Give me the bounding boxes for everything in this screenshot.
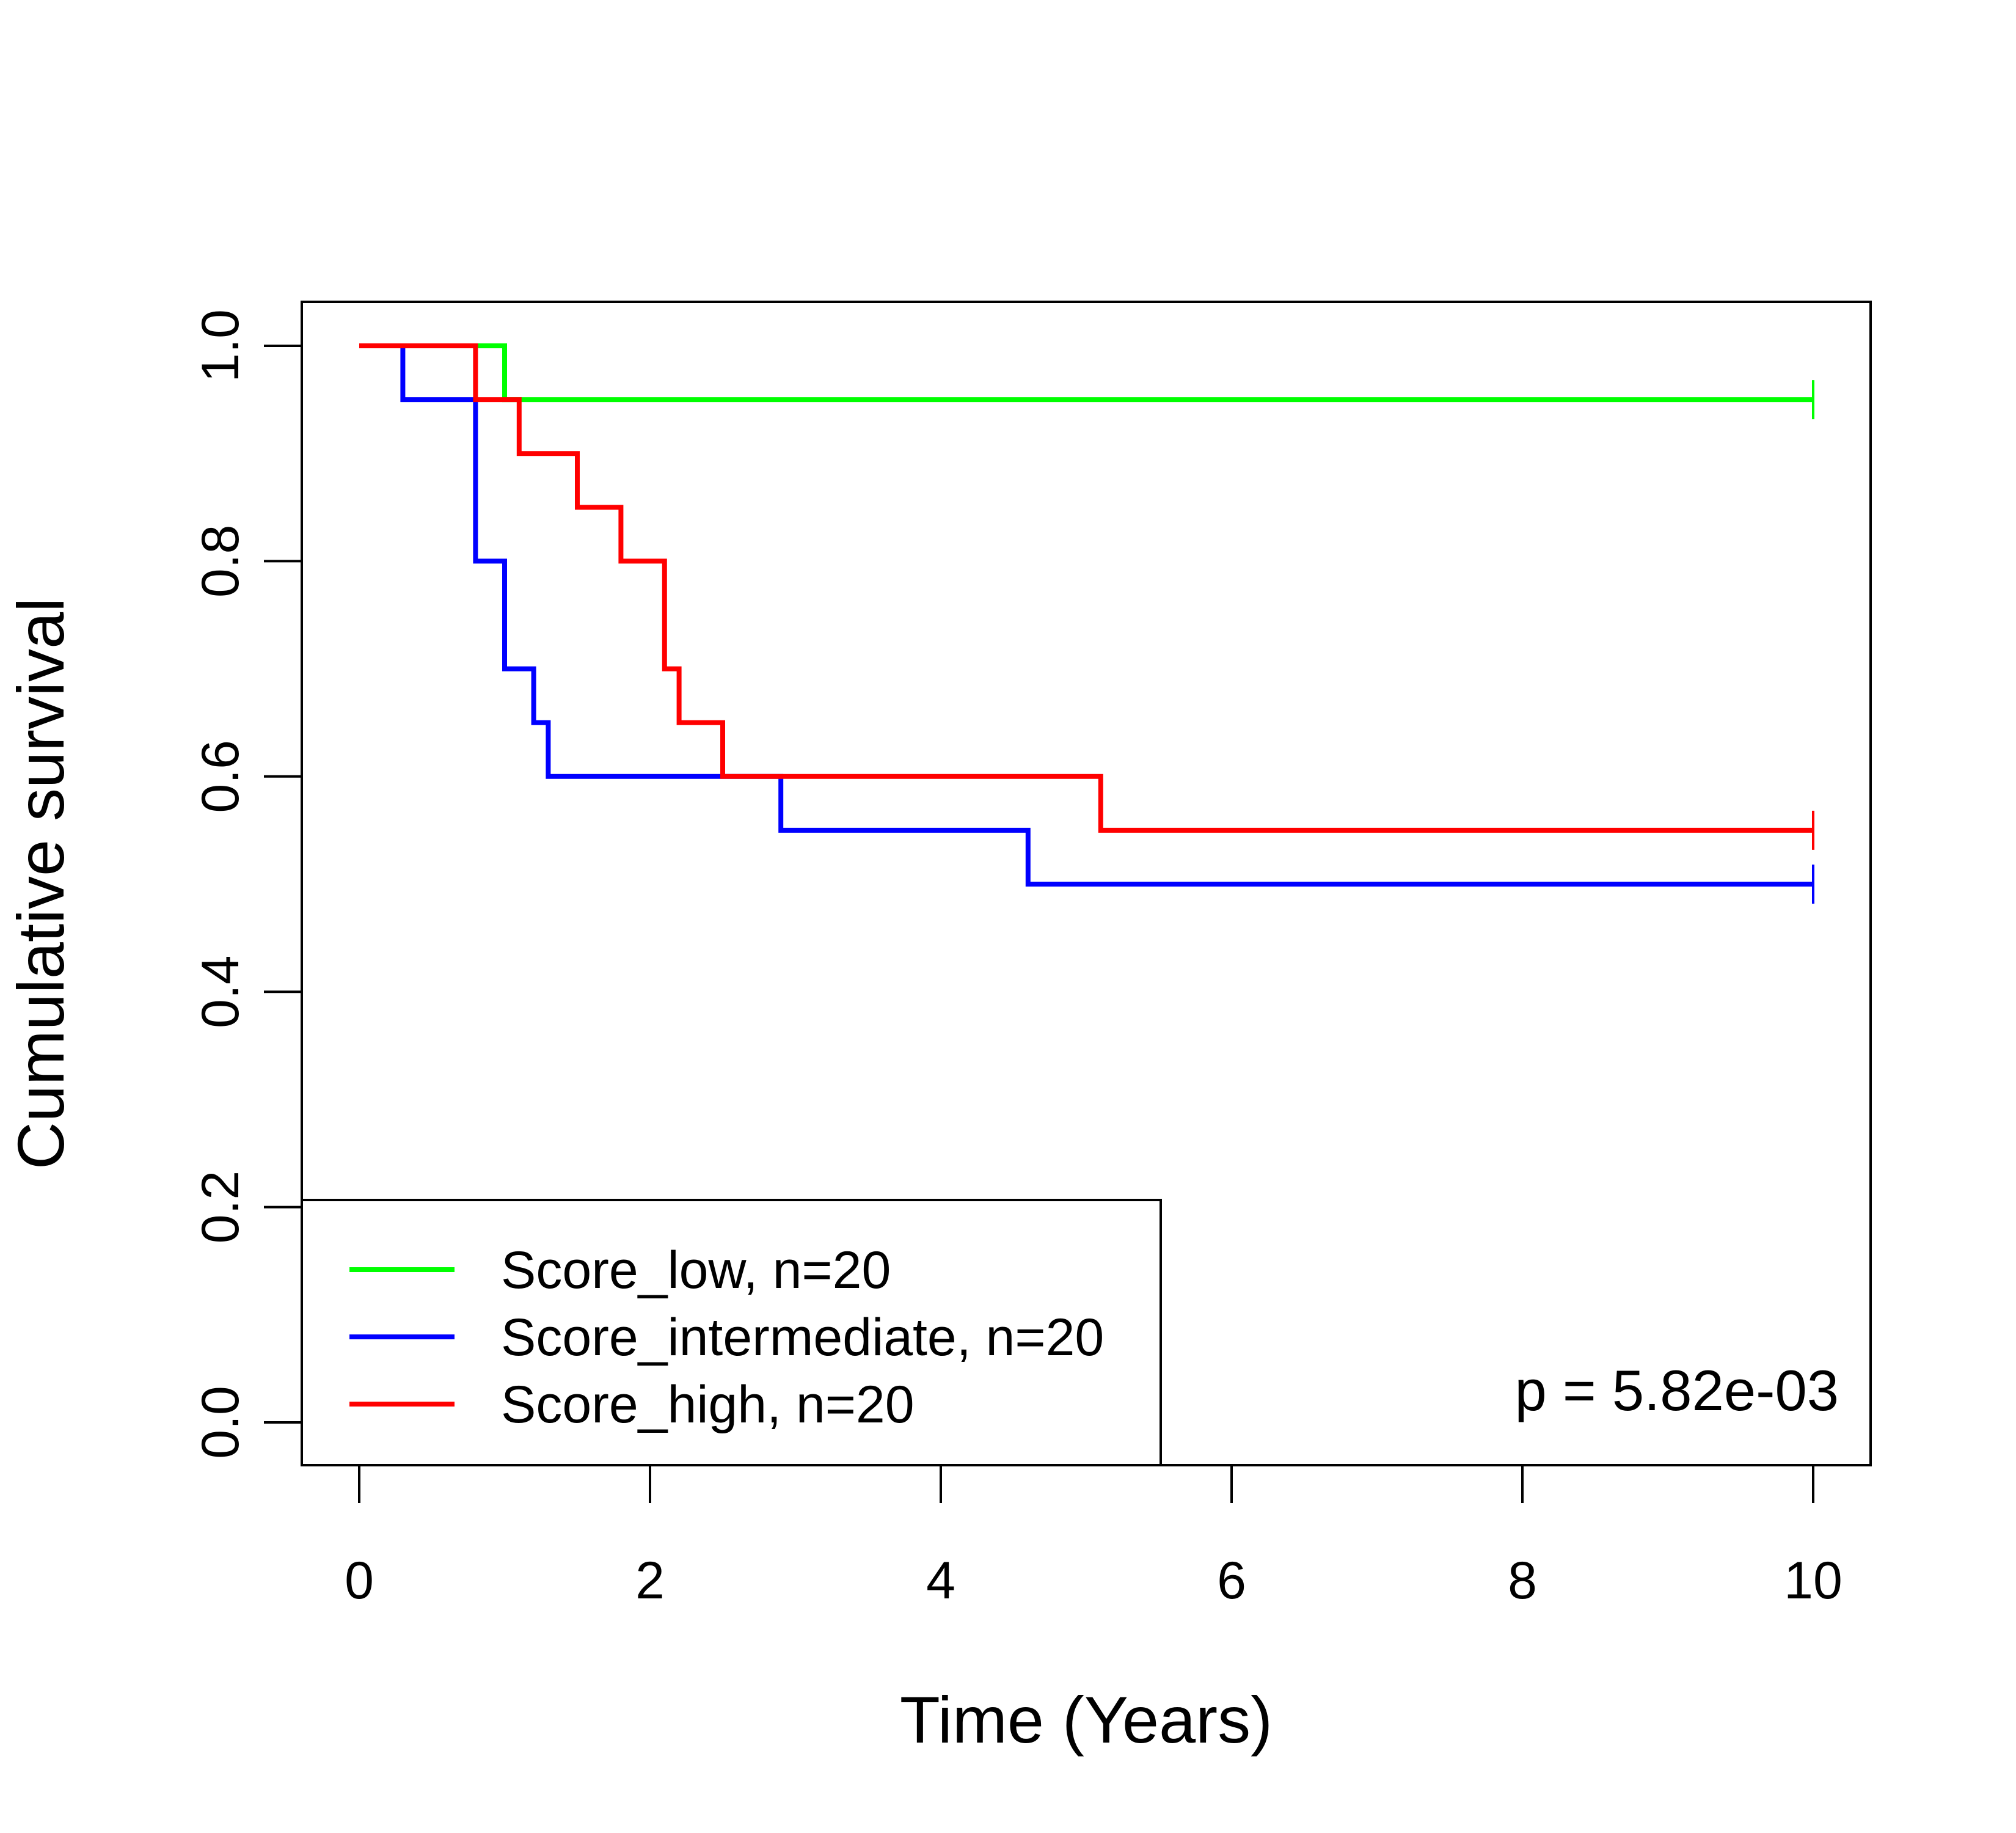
y-tick-label: 0.8 [191, 525, 250, 598]
y-axis: 0.0 0.2 0.4 0.6 0.8 1.0 [191, 309, 303, 1459]
x-tick-label: 8 [1508, 1551, 1537, 1610]
x-tick-label: 2 [635, 1551, 665, 1610]
legend-label-2: Score_high, n=20 [501, 1375, 915, 1434]
y-tick-label: 1.0 [191, 309, 250, 382]
y-axis-title: Cumulative survival [4, 598, 78, 1169]
legend-box [301, 1199, 1162, 1466]
x-axis-title: Time (Years) [900, 1683, 1273, 1757]
legend: Score_low, n=20 Score_intermediate, n=20 S… [301, 1199, 1162, 1466]
y-tick-label: 0.6 [191, 740, 250, 813]
y-tick-label: 0.2 [191, 1171, 250, 1244]
series-curve-2 [359, 343, 1813, 833]
x-tick-label: 10 [1784, 1551, 1843, 1610]
p-value-annotation: p = 5.82e-03 [1515, 1358, 1839, 1422]
y-tick-label: 0.4 [191, 955, 250, 1028]
y-tick-label: 0.0 [191, 1386, 250, 1459]
x-tick-label: 4 [926, 1551, 955, 1610]
series-curve-1 [359, 343, 1813, 887]
legend-label-0: Score_low, n=20 [501, 1241, 891, 1300]
survival-curves [359, 343, 1814, 904]
legend-label-1: Score_intermediate, n=20 [501, 1308, 1104, 1367]
x-tick-label: 0 [345, 1551, 374, 1610]
x-tick-label: 6 [1217, 1551, 1246, 1610]
x-axis: 0 2 4 6 8 10 [345, 1464, 1843, 1610]
